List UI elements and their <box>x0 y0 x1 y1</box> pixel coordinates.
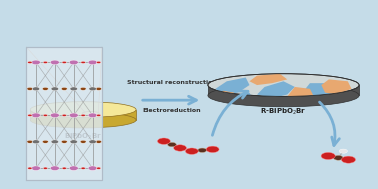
Text: Structural reconstruction: Structural reconstruction <box>127 80 217 85</box>
Circle shape <box>61 140 67 143</box>
Text: R-BiPbO$_2$Br: R-BiPbO$_2$Br <box>260 107 307 117</box>
Circle shape <box>43 167 48 169</box>
Polygon shape <box>215 77 249 94</box>
Polygon shape <box>257 81 295 98</box>
Polygon shape <box>246 96 280 110</box>
Circle shape <box>69 60 78 65</box>
Circle shape <box>28 167 32 169</box>
Circle shape <box>206 146 219 153</box>
Circle shape <box>341 156 356 163</box>
Ellipse shape <box>208 74 359 96</box>
Circle shape <box>70 140 77 144</box>
Circle shape <box>31 113 40 118</box>
Ellipse shape <box>30 112 136 128</box>
Circle shape <box>61 87 67 90</box>
Polygon shape <box>249 74 287 85</box>
Circle shape <box>42 140 48 143</box>
Circle shape <box>96 87 102 90</box>
Polygon shape <box>212 91 234 104</box>
Circle shape <box>31 166 40 170</box>
Circle shape <box>62 61 67 64</box>
Ellipse shape <box>208 84 359 107</box>
Circle shape <box>69 113 78 118</box>
Circle shape <box>321 153 335 160</box>
Circle shape <box>333 155 343 160</box>
Text: Electroreduction: Electroreduction <box>143 108 201 113</box>
Circle shape <box>43 114 48 116</box>
Circle shape <box>88 60 97 65</box>
Circle shape <box>81 61 85 64</box>
Circle shape <box>32 87 40 91</box>
Polygon shape <box>302 83 336 98</box>
Ellipse shape <box>30 102 136 118</box>
Circle shape <box>96 61 101 64</box>
Circle shape <box>42 87 48 90</box>
Circle shape <box>50 113 59 118</box>
Polygon shape <box>227 93 253 106</box>
Circle shape <box>28 114 32 116</box>
Circle shape <box>70 87 77 91</box>
Circle shape <box>96 114 101 116</box>
Circle shape <box>158 138 170 144</box>
Circle shape <box>32 140 40 144</box>
Circle shape <box>62 114 67 116</box>
Circle shape <box>28 61 32 64</box>
Circle shape <box>80 87 86 90</box>
Circle shape <box>89 140 96 144</box>
Circle shape <box>50 60 59 65</box>
Circle shape <box>43 61 48 64</box>
Circle shape <box>96 140 102 143</box>
Circle shape <box>62 167 67 169</box>
Circle shape <box>185 148 198 154</box>
Circle shape <box>89 87 96 91</box>
Circle shape <box>198 148 207 153</box>
Circle shape <box>167 142 177 147</box>
Circle shape <box>27 140 33 143</box>
Circle shape <box>88 113 97 118</box>
Circle shape <box>69 166 78 170</box>
Polygon shape <box>208 85 359 95</box>
Circle shape <box>27 87 33 90</box>
Circle shape <box>81 114 85 116</box>
Polygon shape <box>321 79 352 94</box>
Polygon shape <box>30 110 136 120</box>
Polygon shape <box>26 47 102 180</box>
Polygon shape <box>321 94 355 108</box>
Circle shape <box>88 166 97 170</box>
Circle shape <box>50 166 59 170</box>
Circle shape <box>81 167 85 169</box>
Circle shape <box>174 145 186 151</box>
Circle shape <box>31 60 40 65</box>
Circle shape <box>80 140 86 143</box>
Circle shape <box>51 140 59 144</box>
Polygon shape <box>287 87 314 102</box>
Circle shape <box>51 87 59 91</box>
Circle shape <box>339 149 347 153</box>
Circle shape <box>96 167 101 169</box>
Text: BiPbO$_2$Br: BiPbO$_2$Br <box>64 131 102 142</box>
